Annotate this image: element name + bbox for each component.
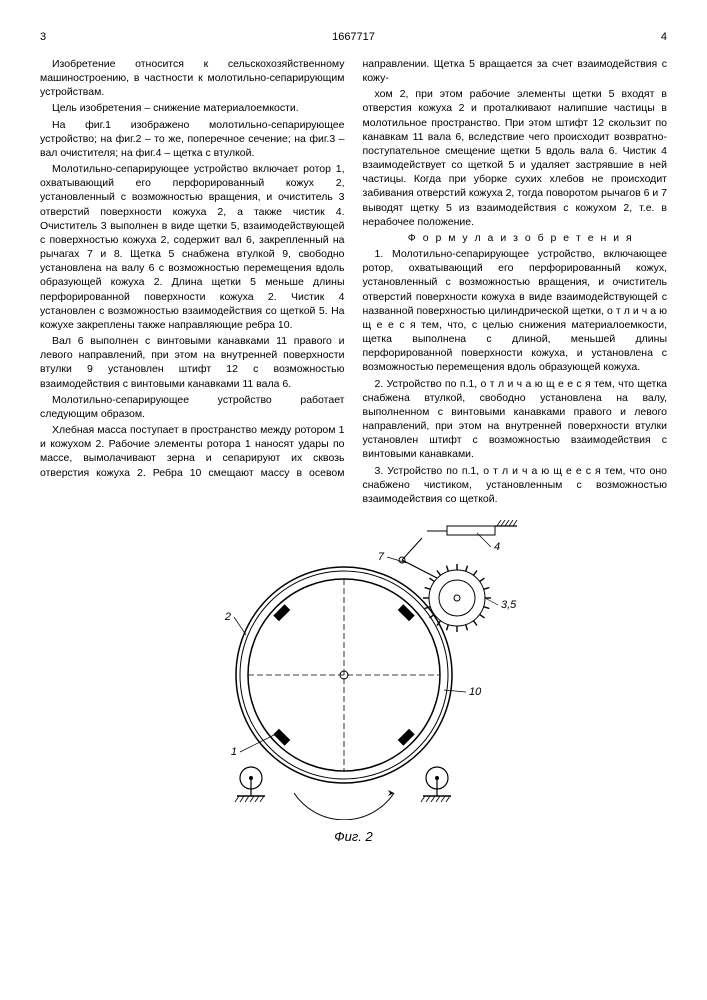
page-header: 3 1667717 4: [40, 30, 667, 45]
svg-text:10: 10: [469, 686, 482, 698]
body-paragraph: Цель изобретения – снижение материалоемк…: [40, 101, 345, 115]
svg-text:3,5: 3,5: [501, 599, 517, 611]
svg-text:1: 1: [230, 746, 236, 758]
body-paragraph: Молотильно-сепарирующее устройство работ…: [40, 393, 345, 421]
patent-number: 1667717: [46, 30, 661, 45]
page-num-right: 4: [661, 30, 667, 45]
claim-paragraph: 1. Молотильно-сепарирующее устройство, в…: [363, 247, 668, 375]
body-paragraph: На фиг.1 изображено молотильно-сепарирую…: [40, 118, 345, 161]
svg-text:7: 7: [377, 551, 384, 563]
claim-paragraph: 2. Устройство по п.1, о т л и ч а ю щ е …: [363, 377, 668, 462]
body-paragraph: Изобретение относится к сельскохозяйстве…: [40, 57, 345, 100]
formula-title: Ф о р м у л а и з о б р е т е н и я: [363, 231, 668, 245]
claim-paragraph: 3. Устройство по п.1, о т л и ч а ю щ е …: [363, 464, 668, 507]
body-paragraph: хом 2, при этом рабочие элементы щетки 5…: [363, 87, 668, 229]
body-paragraph: Молотильно-сепарирующее устройство включ…: [40, 162, 345, 332]
figure-2: 1 2 10 3,5 4 7 Фиг. 2: [40, 520, 667, 846]
body-paragraph: Вал 6 выполнен с винтовыми канавками 11 …: [40, 334, 345, 391]
figure-caption: Фиг. 2: [40, 828, 667, 846]
svg-text:2: 2: [223, 611, 230, 623]
text-columns: Изобретение относится к сельскохозяйстве…: [40, 57, 667, 506]
svg-text:4: 4: [494, 541, 500, 553]
